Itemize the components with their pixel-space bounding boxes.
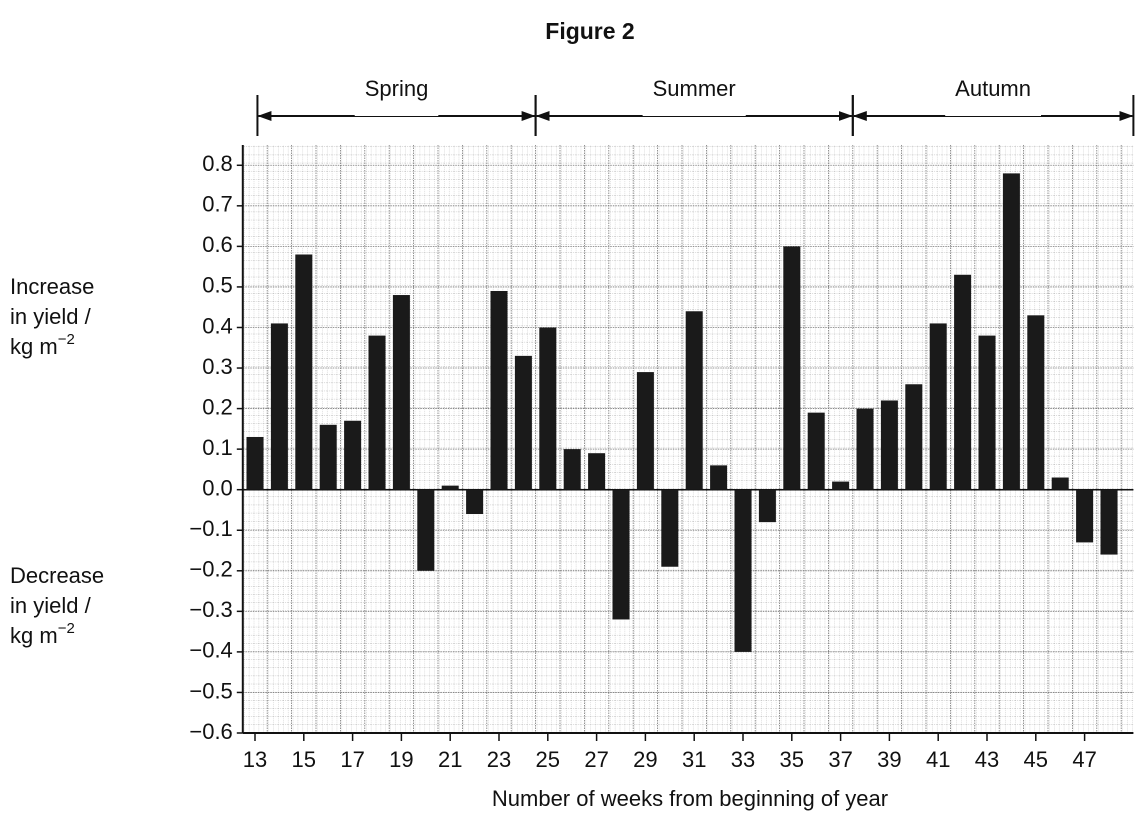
bar bbox=[710, 465, 728, 490]
y-tick-label: 0.5 bbox=[202, 273, 233, 298]
y-tick-label: 0.7 bbox=[202, 192, 233, 217]
bar bbox=[392, 295, 410, 490]
bar bbox=[588, 453, 606, 490]
y-axis-label-unit: kg m−2 bbox=[10, 331, 75, 359]
bar bbox=[929, 323, 947, 490]
x-tick-label: 39 bbox=[877, 747, 901, 772]
unit: kg m bbox=[10, 334, 58, 359]
bar bbox=[368, 335, 386, 490]
bar bbox=[514, 355, 532, 490]
x-tick-label: 25 bbox=[536, 747, 560, 772]
period-label-bg bbox=[354, 76, 439, 116]
bar bbox=[1051, 477, 1069, 490]
bar bbox=[905, 384, 923, 490]
bar bbox=[344, 420, 362, 490]
bar bbox=[490, 290, 508, 490]
bar bbox=[734, 489, 752, 652]
bar bbox=[1027, 315, 1045, 490]
y-axis-label: in yield / bbox=[10, 304, 92, 329]
bar bbox=[441, 485, 459, 490]
bar bbox=[539, 327, 557, 490]
y-tick-label: 0.4 bbox=[202, 313, 233, 338]
x-tick-label: 23 bbox=[487, 747, 511, 772]
x-tick-label: 37 bbox=[828, 747, 852, 772]
bar bbox=[880, 400, 898, 490]
x-tick-label: 21 bbox=[438, 747, 462, 772]
bar bbox=[417, 489, 435, 571]
x-axis-label: Number of weeks from beginning of year bbox=[492, 786, 888, 811]
x-tick-label: 29 bbox=[633, 747, 657, 772]
x-tick-label: 15 bbox=[292, 747, 316, 772]
y-axis-label: in yield / bbox=[10, 593, 92, 618]
bar bbox=[612, 489, 630, 620]
x-tick-label: 27 bbox=[584, 747, 608, 772]
bar bbox=[807, 412, 825, 490]
y-tick-label: 0.6 bbox=[202, 232, 233, 257]
x-tick-label: 19 bbox=[389, 747, 413, 772]
period-label: Autumn bbox=[955, 76, 1031, 101]
bar bbox=[319, 424, 337, 490]
y-axis-label-unit: kg m−2 bbox=[10, 620, 75, 648]
x-tick-label: 17 bbox=[340, 747, 364, 772]
period-label: Summer bbox=[653, 76, 736, 101]
x-tick-label: 31 bbox=[682, 747, 706, 772]
x-tick-label: 45 bbox=[1024, 747, 1048, 772]
bar bbox=[563, 449, 581, 490]
x-tick-label: 33 bbox=[731, 747, 755, 772]
bar bbox=[783, 246, 801, 490]
y-tick-label: 0.0 bbox=[202, 476, 233, 501]
unit-exponent: −2 bbox=[58, 620, 75, 637]
bar bbox=[661, 489, 679, 567]
bar bbox=[270, 323, 288, 490]
y-axis-label: Decrease bbox=[10, 563, 104, 588]
bar bbox=[1076, 489, 1094, 543]
x-tick-label: 35 bbox=[780, 747, 804, 772]
y-axis-label: Increase bbox=[10, 274, 94, 299]
x-tick-label: 47 bbox=[1072, 747, 1096, 772]
x-tick-label: 43 bbox=[975, 747, 999, 772]
y-tick-label: −0.1 bbox=[189, 516, 232, 541]
chart-title: Figure 2 bbox=[545, 18, 634, 44]
y-tick-label: −0.4 bbox=[189, 638, 232, 663]
bar bbox=[295, 254, 313, 490]
y-tick-label: 0.3 bbox=[202, 354, 233, 379]
period-label-bg bbox=[642, 76, 746, 116]
bar bbox=[246, 436, 264, 490]
y-tick-label: −0.3 bbox=[189, 597, 232, 622]
y-tick-label: 0.2 bbox=[202, 394, 233, 419]
period-label: Spring bbox=[365, 76, 429, 101]
bar bbox=[954, 274, 972, 490]
bar bbox=[856, 408, 874, 490]
bar bbox=[1002, 173, 1020, 490]
bar bbox=[685, 311, 703, 490]
y-tick-label: −0.2 bbox=[189, 557, 232, 582]
x-tick-label: 13 bbox=[243, 747, 267, 772]
bar bbox=[832, 481, 850, 490]
x-tick-label: 41 bbox=[926, 747, 950, 772]
y-tick-label: 0.8 bbox=[202, 151, 233, 176]
bar bbox=[978, 335, 996, 490]
y-tick-label: −0.6 bbox=[189, 719, 232, 744]
period-label-bg bbox=[945, 76, 1042, 116]
y-tick-label: 0.1 bbox=[202, 435, 233, 460]
bar bbox=[1100, 489, 1118, 555]
bar bbox=[758, 489, 776, 523]
unit: kg m bbox=[10, 623, 58, 648]
bar bbox=[466, 489, 484, 515]
bar bbox=[636, 372, 654, 490]
unit-exponent: −2 bbox=[58, 331, 75, 348]
y-tick-label: −0.5 bbox=[189, 678, 232, 703]
